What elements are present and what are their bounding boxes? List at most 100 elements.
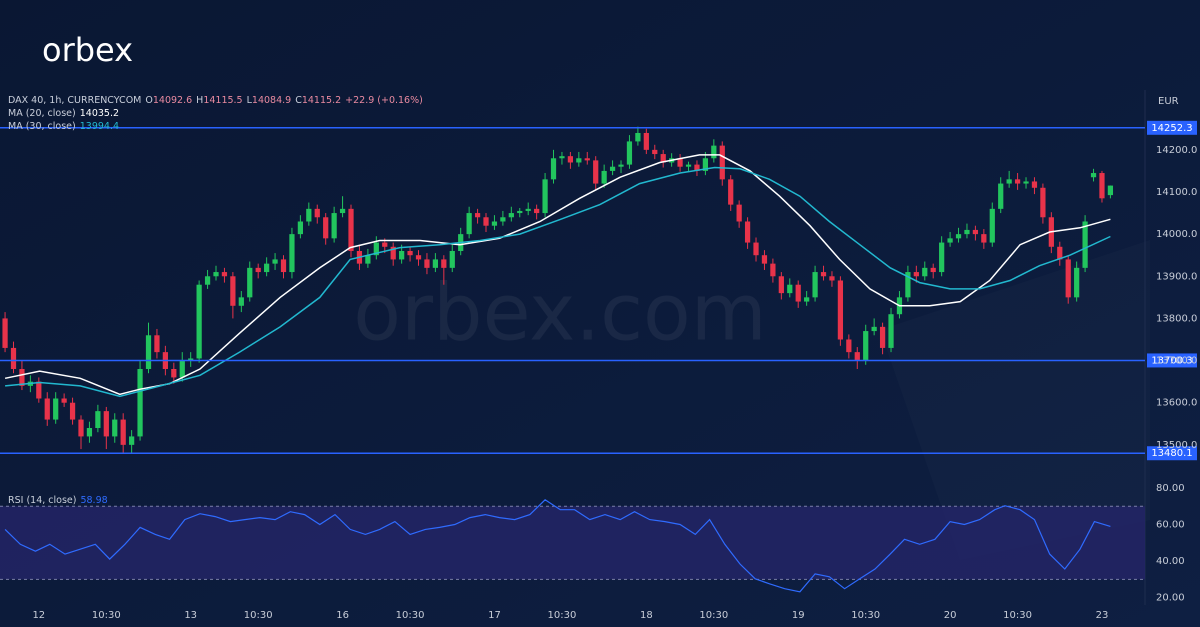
candle-body — [348, 208, 354, 251]
currency: EUR — [1158, 96, 1179, 107]
candle-body — [804, 297, 810, 302]
candle-body — [728, 179, 734, 205]
ohlc-value: 14115.5 — [203, 95, 243, 106]
x-tick-label: 10:30 — [92, 610, 121, 621]
candle-body — [719, 145, 725, 180]
candle-body — [213, 272, 219, 277]
ohlc-label: C — [295, 95, 302, 106]
ma-line — [4, 154, 1111, 396]
ma-value: 14035.2 — [79, 108, 120, 119]
y-tick-label: 13800.0 — [1156, 313, 1197, 324]
rsi-legend: RSI (14, close) 58.98 — [8, 494, 112, 507]
x-tick-label: 18 — [640, 610, 653, 621]
candle-body — [289, 234, 295, 273]
candle-body — [44, 398, 50, 420]
candle-body — [770, 263, 776, 277]
candle-body — [69, 402, 76, 420]
level-label-bg — [1147, 120, 1197, 135]
candle-body — [989, 208, 995, 243]
candle-body — [736, 204, 742, 222]
candle-body — [1090, 173, 1097, 178]
ohlc-label: O — [145, 95, 153, 106]
candle-body — [449, 250, 455, 268]
y-tick-label: 14000.0 — [1156, 229, 1197, 240]
candle-body — [593, 160, 599, 184]
candle-body — [939, 242, 945, 273]
ma-name: MA (30, close) — [8, 121, 76, 132]
candle-body — [323, 217, 329, 239]
candle-body — [685, 164, 692, 167]
rsi-line — [4, 499, 1111, 593]
candle-body — [879, 326, 886, 348]
candle-body — [53, 398, 59, 420]
x-tick-label: 10:30 — [1003, 610, 1032, 621]
candle-body — [491, 221, 498, 226]
ohlc-item: O14092.6 — [145, 95, 192, 106]
candle-body — [1031, 181, 1038, 188]
candle-body — [913, 272, 919, 277]
candle-body — [626, 141, 633, 165]
rsi-name: RSI (14, close) — [8, 495, 77, 506]
candle-body — [129, 436, 135, 445]
candle-body — [230, 276, 236, 306]
candle-body — [331, 213, 337, 239]
ohlc-item: L14084.9 — [247, 95, 292, 106]
y-tick-label: 80.00 — [1156, 483, 1185, 494]
candle-body — [280, 259, 287, 273]
candle-body — [1099, 173, 1105, 199]
candle-body — [576, 158, 582, 163]
candles — [2, 126, 1114, 454]
x-tick-label: 16 — [336, 610, 349, 621]
candle-body — [525, 208, 531, 211]
candle-body — [1082, 221, 1088, 268]
x-tick-label: 20 — [944, 610, 957, 621]
candle-body — [888, 314, 894, 348]
candle-body — [753, 242, 759, 256]
candle-body — [466, 213, 472, 235]
candle-body — [306, 208, 312, 222]
candle-body — [1006, 179, 1012, 184]
candle-body — [795, 284, 801, 302]
candle-body — [36, 381, 42, 399]
ma-value: 13994.4 — [79, 121, 120, 132]
candle-body — [846, 339, 852, 353]
candle-body — [643, 132, 649, 150]
x-tick-label: 10:30 — [244, 610, 273, 621]
candle-body — [778, 276, 784, 294]
x-tick-label: 12 — [32, 610, 45, 621]
candle-body — [584, 158, 590, 161]
candle-body — [744, 221, 751, 243]
ma-line — [5, 166, 1111, 398]
x-tick-label: 17 — [488, 610, 501, 621]
candle-body — [145, 335, 152, 369]
candle-body — [677, 158, 683, 167]
ma-legend: MA (20, close) 14035.2 — [8, 107, 427, 120]
level-label-bg — [1147, 446, 1197, 461]
candle-body — [930, 267, 936, 273]
candle-body — [255, 267, 261, 273]
candle-body — [415, 255, 422, 260]
candle-body — [660, 154, 666, 163]
change: +22.9 (+0.16%) — [345, 95, 423, 106]
candle-body — [517, 210, 523, 214]
candle-body — [955, 234, 962, 239]
candle-body — [508, 213, 514, 218]
watermark: orbex.com — [353, 268, 766, 358]
candle-body — [483, 217, 489, 226]
candle-body — [981, 234, 987, 243]
rsi-band — [0, 506, 1145, 580]
candle-body — [407, 250, 413, 256]
candle-body — [1065, 259, 1071, 298]
candle-body — [179, 360, 185, 378]
candle-body — [542, 179, 548, 214]
candle-body — [154, 335, 160, 353]
x-tick-label: 23 — [1096, 610, 1109, 621]
candle-body — [441, 259, 447, 268]
candle-body — [95, 411, 101, 428]
candle-body — [2, 318, 8, 348]
candle-body — [905, 272, 911, 298]
candle-body — [137, 368, 143, 437]
candle-body — [694, 164, 700, 171]
y-tick-label: 13700.0 — [1156, 356, 1197, 367]
